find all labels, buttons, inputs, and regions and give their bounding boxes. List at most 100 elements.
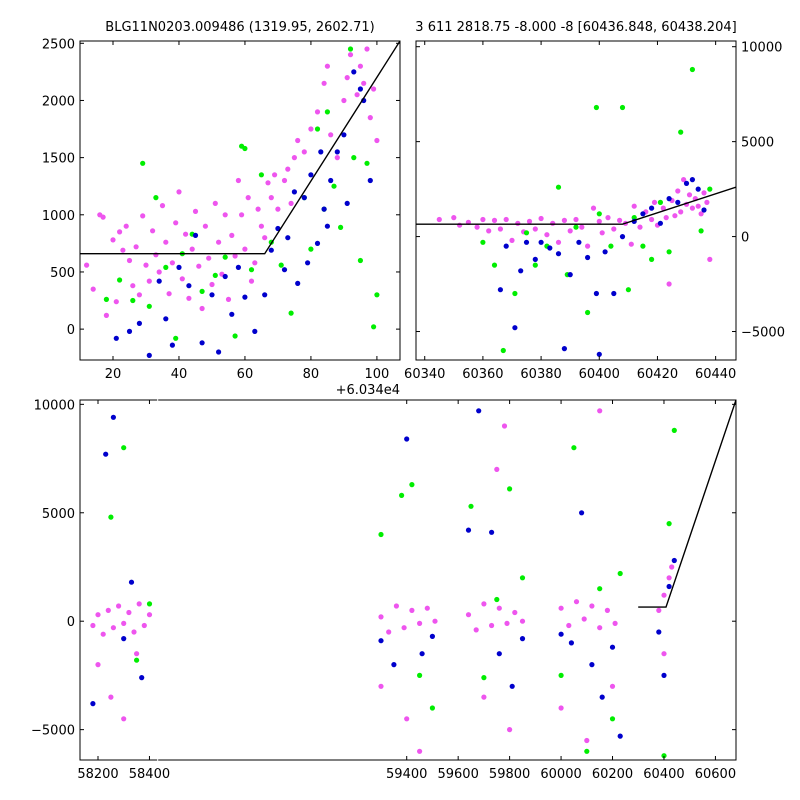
y-tick-label-bottom: 0 (67, 615, 75, 630)
data-point-bottom-0 (146, 612, 153, 618)
data-point-top-left-1 (153, 195, 159, 201)
data-point-bottom-2 (128, 579, 135, 585)
y-tick-label-top-left: 1000 (42, 209, 75, 224)
data-point-bottom-1 (409, 482, 415, 488)
data-point-bottom-1 (558, 672, 564, 679)
data-point-top-left-2 (186, 283, 192, 289)
data-point-top-left-0 (367, 115, 373, 121)
data-point-top-left-0 (308, 126, 314, 132)
data-point-bottom-0 (121, 716, 127, 722)
data-point-top-left-1 (278, 262, 284, 268)
data-point-top-left-0 (196, 263, 202, 269)
data-point-top-left-0 (235, 177, 241, 184)
data-point-top-left-0 (209, 281, 215, 288)
data-point-bottom-0 (378, 683, 384, 689)
x-tick-label-bottom: 58200 (77, 767, 118, 782)
data-point-top-left-1 (351, 155, 357, 161)
data-point-top-right-2 (640, 211, 646, 217)
data-point-top-left-1 (347, 46, 354, 52)
data-point-bottom-2 (121, 636, 127, 642)
data-point-bottom-0 (136, 601, 142, 607)
data-point-bottom-2 (519, 636, 526, 642)
data-point-top-left-0 (341, 97, 347, 104)
data-point-top-left-2 (344, 200, 350, 206)
data-point-bottom-0 (489, 622, 495, 629)
model-line-top-left (80, 41, 400, 255)
data-point-bottom-0 (481, 694, 487, 700)
data-point-bottom-0 (589, 603, 595, 609)
y-tick-label-top-left: 0 (67, 323, 75, 338)
data-point-top-right-0 (701, 190, 707, 196)
data-point-bottom-0 (121, 620, 127, 627)
data-point-bottom-0 (393, 603, 399, 609)
data-point-top-right-0 (480, 216, 486, 223)
data-point-top-right-2 (683, 180, 690, 186)
data-point-top-left-0 (285, 166, 291, 172)
data-point-bottom-0 (378, 614, 384, 620)
data-point-top-right-0 (474, 224, 480, 230)
data-point-top-left-1 (288, 310, 294, 316)
data-point-top-right-0 (689, 205, 696, 211)
data-point-top-left-0 (166, 291, 172, 297)
data-point-top-left-0 (126, 257, 133, 264)
data-point-bottom-2 (378, 638, 384, 644)
data-point-top-left-2 (341, 132, 347, 138)
data-point-bottom-0 (507, 727, 513, 733)
data-point-top-left-2 (235, 264, 241, 270)
data-point-bottom-0 (100, 631, 106, 637)
data-point-top-left-0 (117, 229, 123, 235)
data-point-top-right-2 (675, 199, 681, 205)
data-point-top-right-1 (512, 290, 518, 297)
data-point-top-right-1 (523, 230, 530, 236)
data-point-top-right-0 (550, 220, 556, 226)
x-tick-label-top-left: 20 (105, 367, 122, 382)
data-point-top-left-0 (150, 228, 156, 234)
data-point-top-left-0 (176, 189, 182, 195)
data-point-top-left-2 (169, 342, 175, 348)
data-point-top-right-0 (561, 217, 568, 223)
x-tick-label-top-right: 60420 (637, 367, 678, 382)
data-point-top-left-2 (305, 260, 311, 266)
data-point-bottom-0 (661, 651, 667, 657)
y-tick-label-top-right: 0 (741, 231, 749, 246)
data-point-top-left-0 (90, 286, 96, 292)
data-point-top-right-0 (457, 222, 463, 228)
x-tick-label-bottom: 60400 (643, 767, 684, 782)
data-point-top-left-0 (199, 305, 205, 312)
data-point-top-right-2 (561, 346, 568, 352)
data-point-top-right-1 (649, 256, 655, 262)
data-point-top-right-2 (593, 290, 600, 297)
data-point-top-right-0 (491, 217, 498, 223)
data-point-top-left-0 (364, 46, 370, 52)
data-point-top-left-1 (364, 160, 370, 166)
data-point-top-right-0 (660, 205, 666, 211)
data-point-bottom-1 (121, 445, 127, 451)
data-point-bottom-0 (504, 620, 510, 627)
data-point-top-right-2 (701, 207, 707, 213)
data-point-top-left-0 (354, 92, 360, 98)
data-point-bottom-0 (424, 605, 430, 611)
data-point-top-right-0 (596, 218, 602, 224)
data-point-top-left-0 (212, 200, 218, 206)
data-point-bottom-2 (139, 675, 145, 681)
data-point-top-right-0 (538, 215, 544, 222)
data-point-bottom-0 (465, 612, 472, 618)
data-point-top-left-1 (308, 246, 314, 252)
data-point-top-left-0 (314, 109, 321, 115)
x-tick-label-top-right: 60340 (404, 367, 445, 382)
data-point-top-left-0 (120, 247, 126, 253)
data-point-top-right-1 (585, 309, 591, 316)
axis-break-bottom (157, 758, 159, 762)
data-point-bottom-2 (558, 631, 564, 637)
data-point-top-left-1 (258, 172, 264, 178)
x-tick-label-top-right: 60380 (520, 367, 561, 382)
data-point-top-right-0 (436, 216, 442, 223)
data-point-top-left-0 (156, 269, 162, 275)
data-point-top-left-1 (163, 264, 169, 270)
data-point-bottom-0 (558, 705, 564, 711)
data-point-top-left-2 (285, 235, 291, 241)
data-point-bottom-0 (612, 620, 618, 627)
data-point-top-right-0 (486, 228, 492, 234)
data-point-bottom-1 (429, 705, 435, 711)
data-point-top-right-2 (518, 268, 524, 274)
